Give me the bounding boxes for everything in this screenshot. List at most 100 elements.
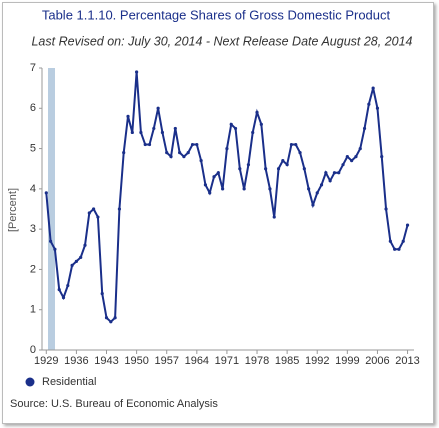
point [285, 163, 289, 167]
x-tick-label: 1943 [94, 355, 118, 367]
point [354, 155, 358, 159]
point [53, 247, 57, 251]
point [122, 151, 126, 155]
x-tick-label: 2006 [365, 355, 389, 367]
point [255, 110, 259, 114]
point [345, 155, 349, 159]
point [371, 86, 375, 90]
point [328, 179, 332, 183]
point [259, 122, 263, 126]
point [251, 130, 255, 135]
x-tick-label: 1971 [215, 355, 239, 367]
point [79, 255, 83, 259]
point [165, 151, 169, 155]
point [289, 142, 294, 147]
chart-title: Table 1.1.10. Percentage Shares of Gross… [42, 7, 391, 22]
point [397, 247, 401, 251]
source: Source: U.S. Bureau of Economic Analysis [10, 398, 218, 410]
point [117, 207, 122, 211]
point [225, 146, 229, 151]
point [298, 151, 302, 155]
x-tick-label: 1929 [34, 355, 58, 367]
series-line [45, 71, 409, 324]
y-tick-label: 6 [30, 102, 36, 114]
point [302, 167, 306, 171]
point [337, 171, 341, 175]
y-tick-label: 5 [30, 142, 36, 154]
point [319, 183, 324, 187]
point [276, 167, 281, 171]
y-axis-label: [Percent] [7, 188, 19, 232]
point [242, 187, 246, 191]
point [160, 130, 165, 135]
point [208, 191, 212, 195]
point [199, 159, 203, 163]
point [96, 215, 100, 219]
point [74, 259, 79, 263]
point [104, 316, 109, 320]
point [358, 146, 362, 151]
y-tick-label: 3 [30, 223, 36, 235]
x-tick-label: 1936 [64, 355, 88, 367]
point [195, 142, 199, 147]
point [233, 126, 238, 131]
point [178, 151, 182, 155]
point [135, 70, 139, 74]
frame [2, 2, 434, 424]
point [388, 239, 392, 243]
point [44, 191, 48, 195]
point [156, 106, 160, 110]
point [57, 287, 61, 292]
x-tick-label: 1978 [245, 355, 269, 367]
point [87, 211, 91, 215]
y-tick-label: 1 [30, 304, 36, 316]
point [139, 130, 143, 135]
point [83, 243, 87, 247]
y-tick-label: 0 [30, 344, 36, 356]
x-tick-label: 1950 [124, 355, 148, 367]
point [190, 142, 195, 147]
point [152, 126, 156, 131]
point [61, 296, 66, 300]
point [109, 320, 113, 324]
point [221, 187, 225, 191]
y-tick-label: 2 [30, 263, 36, 275]
point [100, 292, 104, 296]
point [212, 175, 216, 179]
point [268, 187, 272, 191]
point [173, 126, 177, 131]
point [362, 126, 367, 131]
legend-marker [25, 377, 35, 387]
point [384, 207, 388, 211]
point [341, 163, 345, 167]
point [169, 155, 173, 159]
point [324, 171, 328, 175]
chart-subtitle: Last Revised on: July 30, 2014 - Next Re… [31, 34, 412, 48]
point [307, 187, 311, 191]
band [48, 68, 55, 350]
point [375, 106, 380, 110]
point [203, 183, 208, 187]
point [246, 163, 251, 167]
point [126, 114, 130, 118]
point [393, 247, 397, 251]
point [70, 263, 74, 267]
point [311, 203, 315, 207]
y-tick-label: 4 [30, 183, 36, 195]
point [367, 102, 371, 106]
point [281, 159, 285, 163]
point [143, 142, 147, 147]
point [66, 283, 70, 288]
point [182, 155, 186, 159]
x-tick-label: 1964 [185, 355, 209, 367]
point [380, 155, 384, 159]
x-tick-label: 1992 [305, 355, 329, 367]
point [130, 130, 134, 135]
point [186, 151, 190, 155]
x-tick-label: 2013 [395, 355, 419, 367]
point [332, 171, 337, 175]
point [238, 167, 242, 171]
point [147, 142, 152, 147]
point [229, 122, 233, 126]
